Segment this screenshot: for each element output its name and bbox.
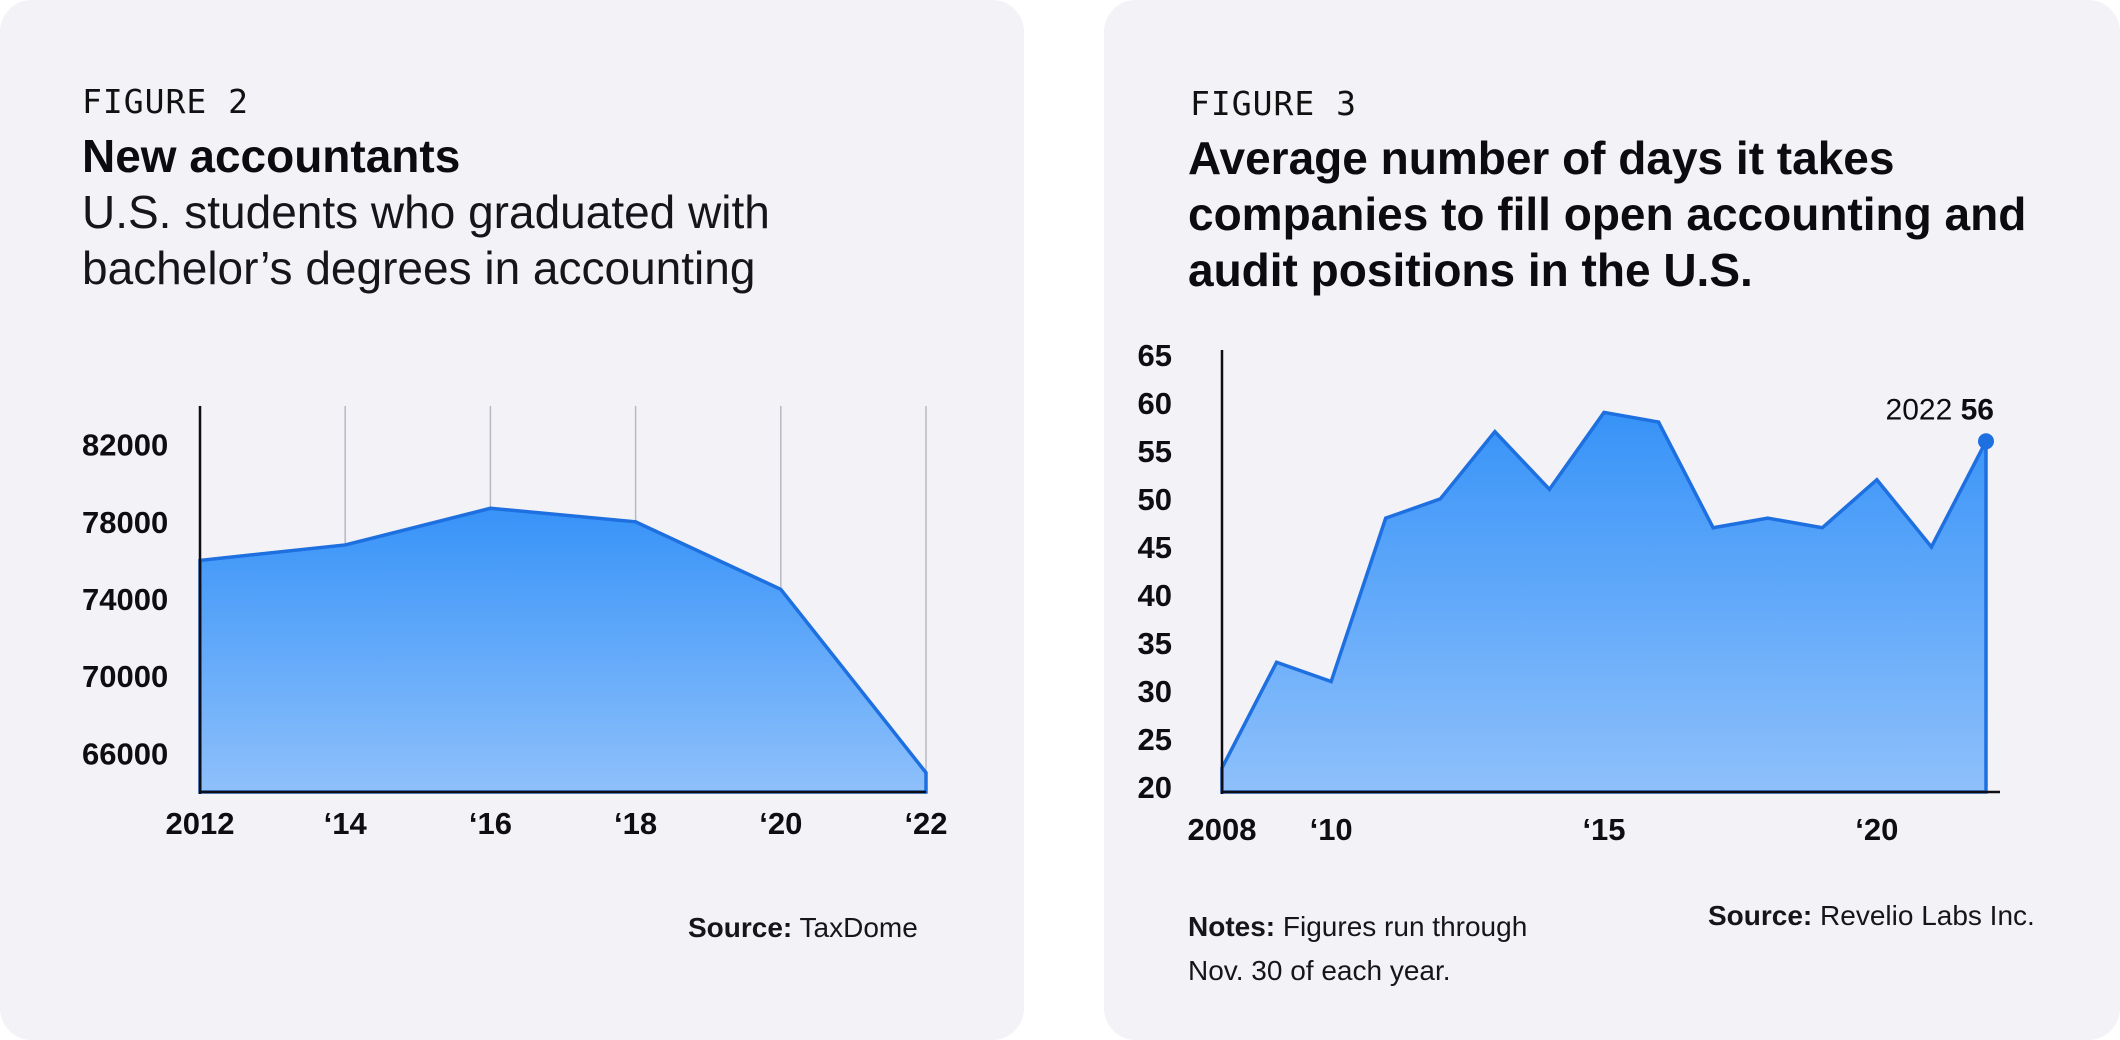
x-tick-label: ‘15 <box>1582 812 1625 847</box>
chart-title: Average number of days it takes companie… <box>1188 132 2027 296</box>
x-tick-label: ‘16 <box>469 806 512 841</box>
data-point-2018 <box>1766 516 1770 520</box>
source-label: Source: <box>1708 900 1813 931</box>
figure-label: FIGURE 2 <box>82 82 249 121</box>
y-tick-label: 35 <box>1138 626 1172 661</box>
figure-label: FIGURE 3 <box>1190 84 1357 123</box>
x-tick-label: ‘18 <box>614 806 657 841</box>
y-tick-label: 20 <box>1138 770 1172 805</box>
data-point-2022 <box>924 771 928 775</box>
x-tick-label: ‘20 <box>759 806 802 841</box>
y-tick-label: 78000 <box>82 505 168 540</box>
data-point-2010 <box>1329 680 1333 683</box>
data-point-2015 <box>1602 410 1606 414</box>
source-text: Revelio Labs Inc. <box>1820 900 2035 931</box>
y-tick-label: 70000 <box>82 659 168 694</box>
annotation-point <box>1978 433 1994 450</box>
data-point-2014 <box>1547 487 1551 491</box>
y-tick-label: 60 <box>1138 386 1172 421</box>
notes-text: Figures run through Nov. 30 of each year… <box>1188 911 1528 986</box>
chart-subtitle: U.S. students who graduated with bachelo… <box>82 186 770 294</box>
y-tick-label: 74000 <box>82 582 168 617</box>
area-series <box>1220 410 1988 794</box>
figure-2-card: FIGURE 2 New accountants U.S. students w… <box>0 0 1024 1040</box>
source-line: Source: Revelio Labs Inc. <box>1708 894 2035 938</box>
y-tick-label: 65 <box>1138 338 1172 373</box>
data-point-2013 <box>1493 430 1497 434</box>
notes-label: Notes: <box>1188 911 1276 942</box>
data-point-2012 <box>1438 497 1442 501</box>
x-tick-label: 2008 <box>1188 812 1257 847</box>
data-point-2021 <box>1929 545 1933 549</box>
data-point-2011 <box>1384 516 1388 520</box>
x-tick-label: 2012 <box>166 806 235 841</box>
figure-3-card: FIGURE 3 Average number of days it takes… <box>1104 0 2120 1040</box>
y-tick-label: 40 <box>1138 578 1172 613</box>
data-point-2020 <box>779 587 783 591</box>
y-tick-label: 50 <box>1138 482 1172 517</box>
x-tick-label: ‘14 <box>324 806 368 841</box>
data-point-2019 <box>1820 526 1824 530</box>
data-point-2014 <box>343 543 347 547</box>
x-tick-label: ‘20 <box>1855 812 1898 847</box>
x-tick-label: ‘22 <box>904 806 947 841</box>
notes-line: Notes: Figures run through Nov. 30 of ea… <box>1188 905 1588 993</box>
y-tick-label: 82000 <box>82 428 168 463</box>
y-tick-label: 45 <box>1138 530 1172 565</box>
annotation-label: 2022 56 <box>1886 393 1994 426</box>
annotation-value: 56 <box>1961 393 1994 426</box>
chart-figure-3: 20 25 30 35 40 45 50 55 60 65 2008 ‘10 ‘15 ‘20 2022 56 <box>1138 338 2000 847</box>
area-series <box>198 506 928 794</box>
source-text: TaxDome <box>799 912 918 943</box>
source-line: Source: TaxDome <box>688 906 918 950</box>
annotation-year: 2022 <box>1886 393 1961 426</box>
y-tick-label: 30 <box>1138 674 1172 709</box>
data-point-2016 <box>488 506 492 510</box>
y-tick-label: 66000 <box>82 736 168 771</box>
data-point-2017 <box>1711 526 1715 530</box>
chart-figure-2: 66000 70000 74000 78000 82000 2012 ‘14 ‘16 ‘18 ‘2… <box>82 406 948 841</box>
x-tick-label: ‘10 <box>1310 812 1353 847</box>
data-point-2016 <box>1657 420 1661 424</box>
source-label: Source: <box>688 912 793 943</box>
y-tick-label: 55 <box>1138 434 1172 469</box>
data-point-2018 <box>634 520 638 524</box>
chart-title: New accountants <box>82 130 461 182</box>
data-point-2009 <box>1275 660 1279 664</box>
data-point-2020 <box>1875 478 1879 482</box>
y-tick-label: 25 <box>1138 722 1172 757</box>
